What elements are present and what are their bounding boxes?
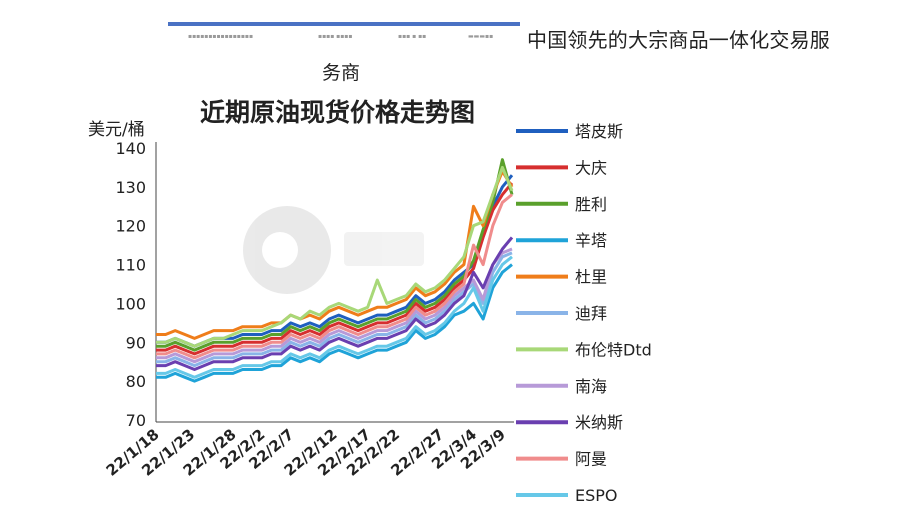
legend-label: 阿曼 bbox=[575, 450, 607, 469]
y-tick-label: 140 bbox=[115, 139, 146, 158]
header-faded-strip: ▪▪▪▪▪▪▪▪▪▪▪▪▪▪▪▪ ▪▪▪▪ ▪▪▪▪ ▪▪▪ ▪ ▪▪ ▬▬▬▪… bbox=[188, 33, 494, 40]
legend-label: 南海 bbox=[575, 377, 607, 396]
header-decoration-bar bbox=[168, 22, 520, 26]
legend-label: 辛塔 bbox=[575, 231, 607, 250]
legend-label: 胜利 bbox=[575, 195, 607, 214]
y-tick-label: 100 bbox=[115, 294, 146, 313]
legend-label: 大庆 bbox=[575, 158, 607, 177]
y-axis-ticks: 70 80 90 100 110 120 130 140 bbox=[115, 139, 146, 430]
series-line-8 bbox=[156, 236, 514, 371]
series-line-4 bbox=[156, 169, 514, 340]
series-line-7 bbox=[156, 247, 513, 364]
legend-label: 布伦特Dtd bbox=[575, 340, 652, 359]
x-axis-ticks: 22/1/1822/1/2322/1/2822/2/222/2/722/2/12… bbox=[103, 425, 509, 479]
legend-label: 杜里 bbox=[575, 268, 607, 287]
watermark-logo bbox=[243, 206, 424, 294]
legend-label: 米纳斯 bbox=[575, 413, 623, 432]
series-line-5 bbox=[156, 251, 513, 368]
y-tick-label: 80 bbox=[126, 372, 146, 391]
y-axis-label: 美元/桶 bbox=[88, 120, 145, 140]
series-line-3 bbox=[156, 263, 513, 383]
chart-axes bbox=[155, 142, 514, 423]
legend-label: 迪拜 bbox=[575, 304, 607, 323]
series-line-6 bbox=[156, 165, 514, 348]
company-slogan-line1: 中国领先的大宗商品一体化交易服 bbox=[527, 28, 830, 52]
y-tick-label: 70 bbox=[126, 411, 146, 430]
series-line-1 bbox=[156, 182, 514, 356]
legend-label: ESPO bbox=[575, 486, 618, 505]
series-line-2 bbox=[156, 158, 514, 352]
company-slogan-line2: 务商 bbox=[322, 62, 361, 84]
series-line-9 bbox=[156, 193, 513, 360]
y-tick-label: 90 bbox=[126, 333, 146, 352]
series-line-10 bbox=[156, 255, 513, 379]
chart-title: 近期原油现货价格走势图 bbox=[200, 98, 476, 127]
y-tick-label: 130 bbox=[115, 178, 146, 197]
legend-label: 塔皮斯 bbox=[575, 122, 623, 141]
y-tick-label: 110 bbox=[115, 256, 146, 275]
y-tick-label: 120 bbox=[115, 217, 146, 236]
series-lines bbox=[156, 158, 514, 383]
